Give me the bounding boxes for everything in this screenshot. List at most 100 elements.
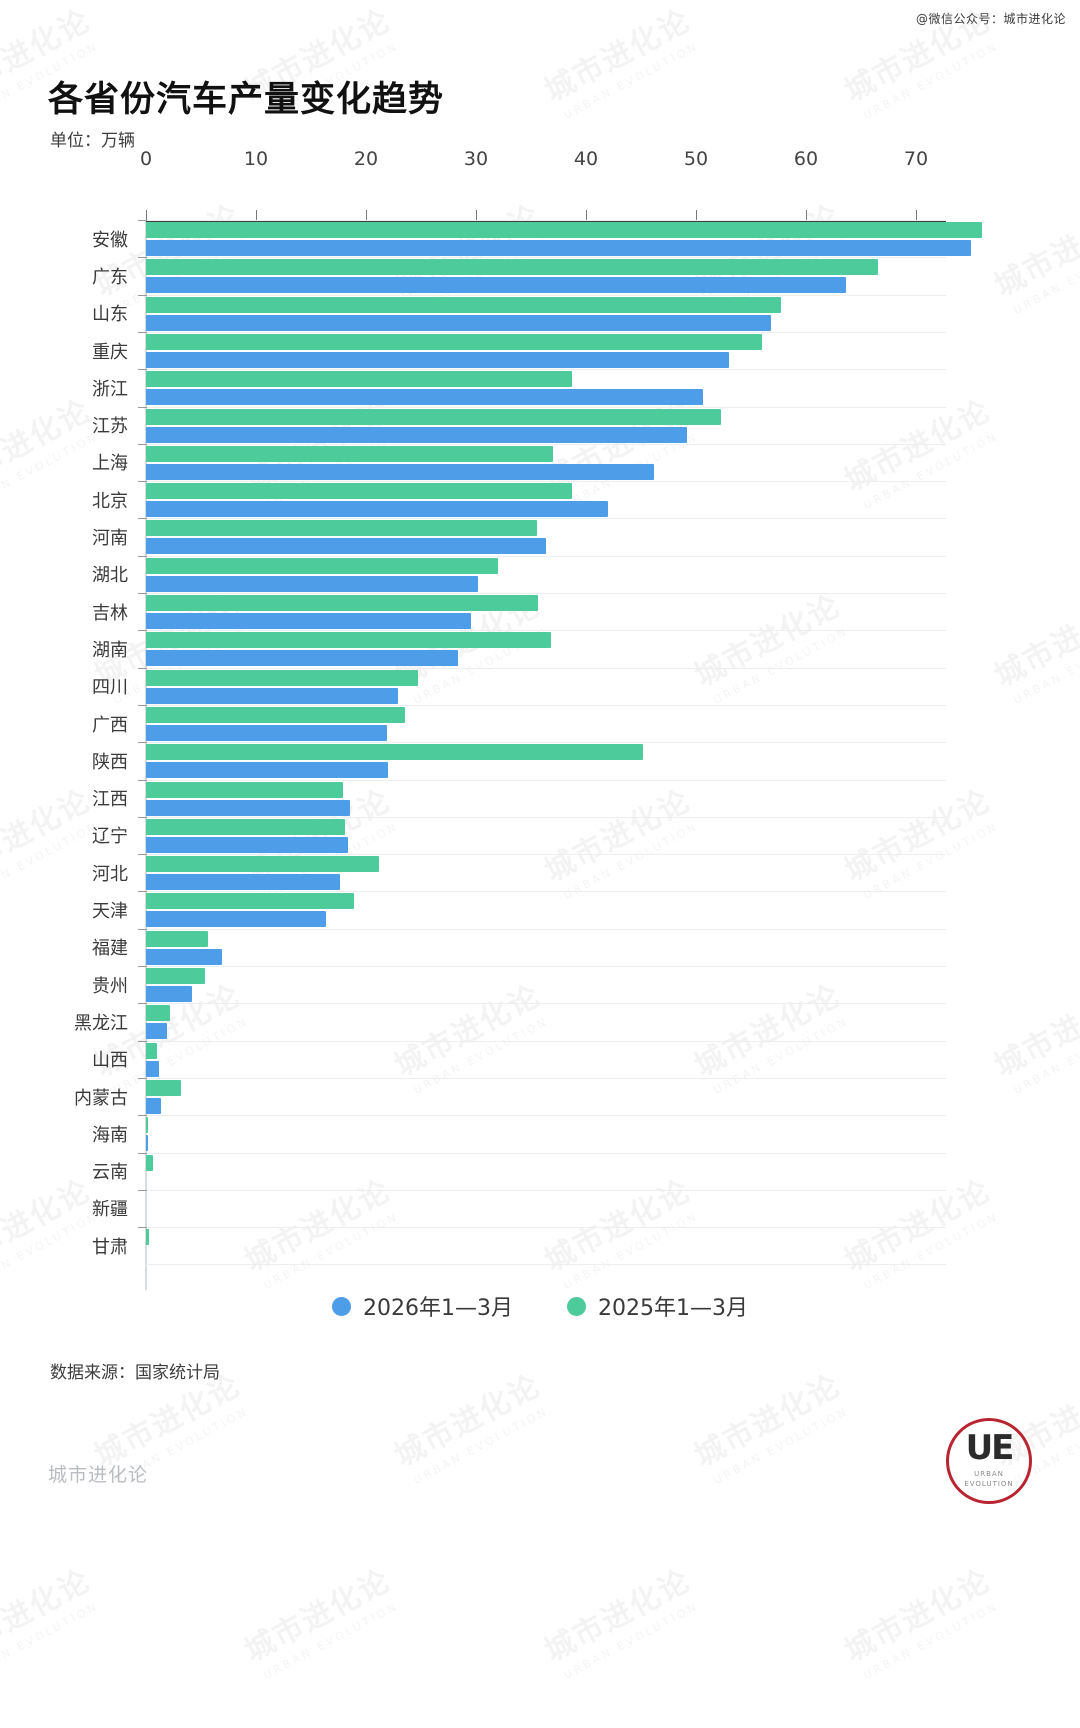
province-label: 重庆 [92,341,128,363]
province-label: 上海 [92,453,128,475]
bar-2025 [146,595,538,611]
bar-2025 [146,333,762,350]
unit-label: 单位：万辆 [50,131,135,151]
row-gridline [146,704,946,706]
legend-label: 2025年1—3月 [598,1296,748,1321]
province-label: 河南 [92,528,128,550]
urban-evolution-logo: UE URBAN EVOLUTION [946,1418,1032,1504]
x-tick-mark [586,210,587,220]
x-tick-mark [476,210,477,220]
bar-2026 [146,762,388,779]
category-tick-mark [138,331,147,333]
province-label: 浙江 [92,378,128,400]
watermark: 城市进化论URBAN EVOLUTION [685,1361,854,1489]
watermark: 城市进化论URBAN EVOLUTION [235,1556,404,1684]
row-gridline [146,779,946,781]
row-gridline [146,406,946,408]
province-label: 陕西 [92,751,128,773]
bar-2026 [146,948,222,965]
province-label: 江西 [92,789,128,811]
x-tick-label: 10 [243,148,269,170]
category-tick-mark [138,928,147,930]
bar-2025 [146,1154,153,1171]
bar-2025 [146,1229,150,1246]
bar-2026 [146,501,608,518]
province-label: 湖北 [92,565,128,587]
row-gridline [146,667,946,669]
category-tick-mark [138,257,147,259]
legend-item[interactable]: 2026年1—3月 [332,1290,513,1322]
bar-2025 [146,856,380,873]
row-gridline [146,1077,946,1079]
watermark: 城市进化论URBAN EVOLUTION [0,1556,105,1684]
bar-2026 [146,1023,167,1040]
province-label: 广东 [92,266,128,288]
row-gridline [146,220,946,221]
category-tick-mark [138,1115,147,1117]
bar-2025 [146,930,208,947]
x-tick-mark [916,210,917,220]
category-tick-mark [138,220,147,221]
category-tick-mark [138,443,147,445]
province-label: 湖南 [92,639,128,661]
bar-2025 [146,445,553,462]
legend-label: 2026年1—3月 [363,1296,513,1321]
category-tick-mark [138,1040,147,1042]
category-tick-mark [138,742,147,744]
category-tick-mark [138,779,147,781]
row-gridline [146,593,946,594]
x-tick-label: 50 [683,148,709,170]
bar-2025 [146,968,206,984]
category-tick-mark [138,816,147,818]
bar-2025 [146,408,722,425]
bar-2026 [146,351,729,368]
category-tick-mark [138,854,147,856]
bar-2025 [146,893,354,910]
province-label: 黑龙江 [74,1012,128,1034]
bar-2026 [146,613,471,629]
bar-2026 [146,463,655,480]
row-gridline [146,816,946,818]
row-gridline [146,928,946,930]
row-gridline [146,257,946,259]
row-gridline [146,331,946,333]
province-label: 北京 [92,490,128,512]
bar-2025 [146,706,405,723]
watermark: 城市进化论URBAN EVOLUTION [535,1556,704,1684]
bar-2025 [146,483,572,500]
x-tick-mark [256,210,257,220]
row-gridline [146,966,946,967]
category-tick-mark [138,369,147,371]
category-tick-mark [138,704,147,706]
province-label: 河北 [92,863,128,885]
row-gridline [146,1152,946,1154]
bar-2026 [146,986,193,1002]
x-tick-label: 30 [463,148,489,170]
legend-item[interactable]: 2025年1—3月 [567,1290,748,1322]
bar-2026 [146,426,688,443]
row-gridline [146,1264,946,1266]
bar-2025 [146,1117,149,1134]
category-tick-mark [138,1003,147,1005]
bar-2026 [146,389,703,406]
row-gridline [146,518,946,520]
x-tick-mark [366,210,367,220]
row-gridline [146,891,946,893]
category-tick-mark [138,630,147,632]
x-tick-label: 40 [573,148,599,170]
category-tick-mark [138,555,147,557]
bar-2025 [146,259,878,276]
category-tick-mark [138,667,147,669]
province-label: 海南 [92,1124,128,1146]
province-label: 山西 [92,1050,128,1072]
province-label: 贵州 [92,975,128,997]
province-label: 天津 [92,901,128,923]
bar-2026 [146,1135,148,1152]
bar-2026 [146,911,327,928]
logo-subtitle-line1: URBAN [974,1470,1004,1478]
row-gridline [146,1040,946,1042]
bar-chart: 0 10 20 30 40 50 60 70 安徽 广东 山东 重庆 浙江 江苏 上海 北京 河南 湖北 吉林 湖南四… [0,148,1080,1290]
province-label: 安徽 [92,229,128,251]
province-label: 云南 [92,1162,128,1184]
category-tick-mark [138,1227,147,1229]
